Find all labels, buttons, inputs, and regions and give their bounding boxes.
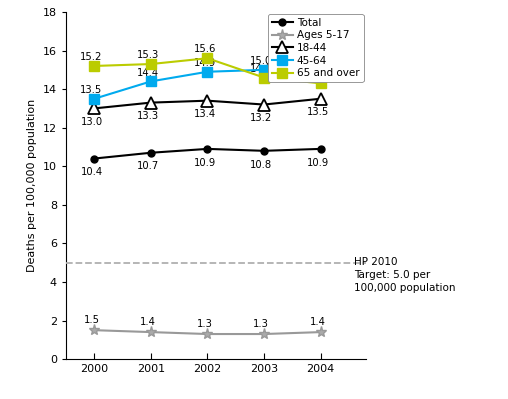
Text: HP 2010
Target: 5.0 per
100,000 population: HP 2010 Target: 5.0 per 100,000 populati… <box>355 257 456 293</box>
Text: 13.0: 13.0 <box>80 117 103 127</box>
Text: 14.9: 14.9 <box>194 58 216 68</box>
Text: 13.4: 13.4 <box>194 109 216 119</box>
Text: 10.9: 10.9 <box>306 158 329 168</box>
Text: 15.0: 15.0 <box>250 56 272 66</box>
Text: 10.8: 10.8 <box>250 160 272 170</box>
Text: 14.4: 14.4 <box>137 67 159 77</box>
Legend: Total, Ages 5-17, 18-44, 45-64, 65 and over: Total, Ages 5-17, 18-44, 45-64, 65 and o… <box>268 14 364 83</box>
Text: 14.3: 14.3 <box>307 69 329 79</box>
Text: 13.5: 13.5 <box>306 107 329 117</box>
Text: 1.3: 1.3 <box>253 319 269 329</box>
Text: 13.5: 13.5 <box>80 85 103 95</box>
Text: 13.3: 13.3 <box>137 111 159 121</box>
Text: 15.6: 15.6 <box>194 44 216 54</box>
Text: 13.2: 13.2 <box>250 113 272 123</box>
Text: 1.4: 1.4 <box>140 317 156 327</box>
Text: 1.5: 1.5 <box>83 315 100 325</box>
Text: 14.6: 14.6 <box>250 64 272 74</box>
Y-axis label: Deaths per 100,000 population: Deaths per 100,000 population <box>27 99 37 272</box>
Text: 10.4: 10.4 <box>80 167 103 177</box>
Text: 10.7: 10.7 <box>137 162 159 172</box>
Text: 15.3: 15.3 <box>137 50 159 60</box>
Text: 1.4: 1.4 <box>310 317 326 327</box>
Text: 15.4: 15.4 <box>306 48 329 58</box>
Text: 15.2: 15.2 <box>80 52 103 62</box>
Text: 1.3: 1.3 <box>197 319 212 329</box>
Text: 10.9: 10.9 <box>194 158 216 168</box>
